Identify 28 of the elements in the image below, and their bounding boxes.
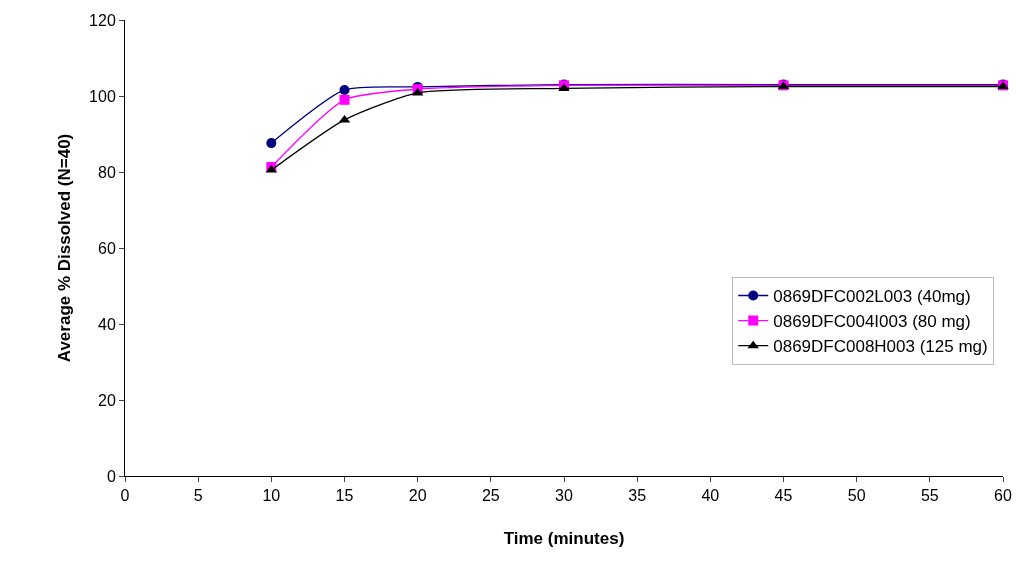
legend-label: 0869DFC008H003 (125 mg) [773,337,988,357]
x-tick-label: 55 [920,487,939,505]
y-tick-label: 20 [98,391,116,409]
x-tick-label: 15 [335,487,354,505]
y-axis-title: Average % Dissolved (N=40) [54,133,74,363]
x-tick-label: 60 [994,487,1012,505]
x-tick-label: 20 [408,487,427,505]
x-tick-label: 35 [628,487,647,505]
x-tick-label: 30 [555,487,573,505]
y-tick-label: 0 [106,467,116,485]
point [266,138,277,149]
x-tick-label: 5 [193,487,203,505]
x-tick-label: 40 [701,487,720,505]
y-tick-label: 60 [98,239,116,257]
x-tick-label: 25 [481,487,500,505]
point [339,84,350,95]
x-tick-label: 10 [262,487,281,505]
y-tick-label: 40 [98,315,116,333]
point [339,94,350,105]
x-tick-label: 0 [120,487,130,505]
y-tick-label: 120 [89,11,116,29]
x-axis-title: Time (minutes) [503,528,625,548]
legend-label: 0869DFC002L003 (40mg) [773,287,971,307]
legend-label: 0869DFC004I003 (80 mg) [773,312,971,332]
x-tick-label: 50 [847,487,866,505]
y-tick-label: 100 [89,87,116,105]
x-tick-label: 45 [774,487,793,505]
y-tick-label: 80 [98,163,116,181]
